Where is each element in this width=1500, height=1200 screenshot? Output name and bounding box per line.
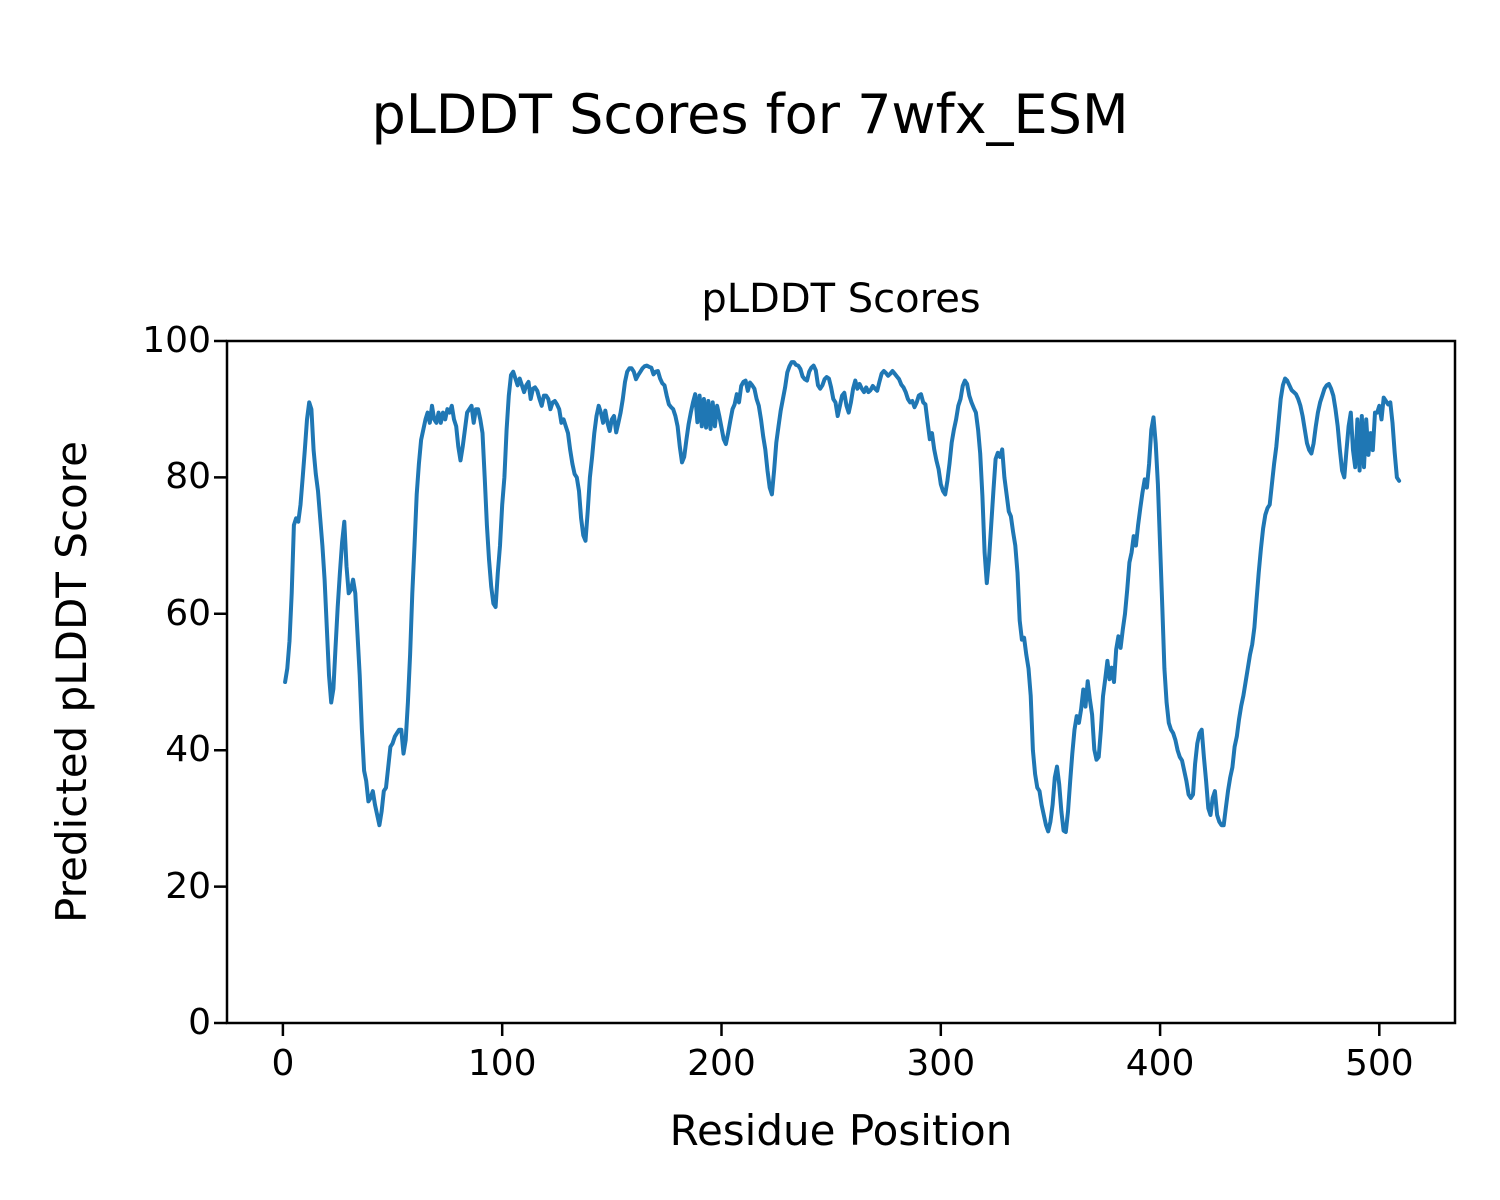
x-tick-label: 100: [467, 1043, 537, 1084]
y-tick-label: 0: [188, 1002, 211, 1043]
y-tick-label: 60: [165, 592, 211, 634]
axes-title: pLDDT Scores: [701, 276, 981, 322]
y-axis-label: Predicted pLDDT Score: [47, 441, 96, 923]
y-tick-label: 40: [165, 729, 211, 771]
x-tick-label: 400: [1125, 1043, 1195, 1084]
axis-ticks: [214, 339, 1381, 1036]
axes-frame: [225, 339, 1457, 1025]
plddt-line-series: [283, 360, 1402, 834]
y-tick-label: 80: [165, 456, 211, 498]
x-tick-label: 500: [1344, 1043, 1414, 1084]
x-tick-label: 200: [687, 1043, 756, 1084]
figure-title: pLDDT Scores for 7wfx_ESM: [371, 83, 1129, 146]
y-tick-label: 20: [165, 865, 211, 907]
x-tick-label: 0: [271, 1043, 295, 1084]
x-tick-label: 300: [906, 1043, 976, 1084]
y-tick-label: 100: [142, 320, 211, 361]
x-axis-label: Residue Position: [669, 1106, 1013, 1155]
